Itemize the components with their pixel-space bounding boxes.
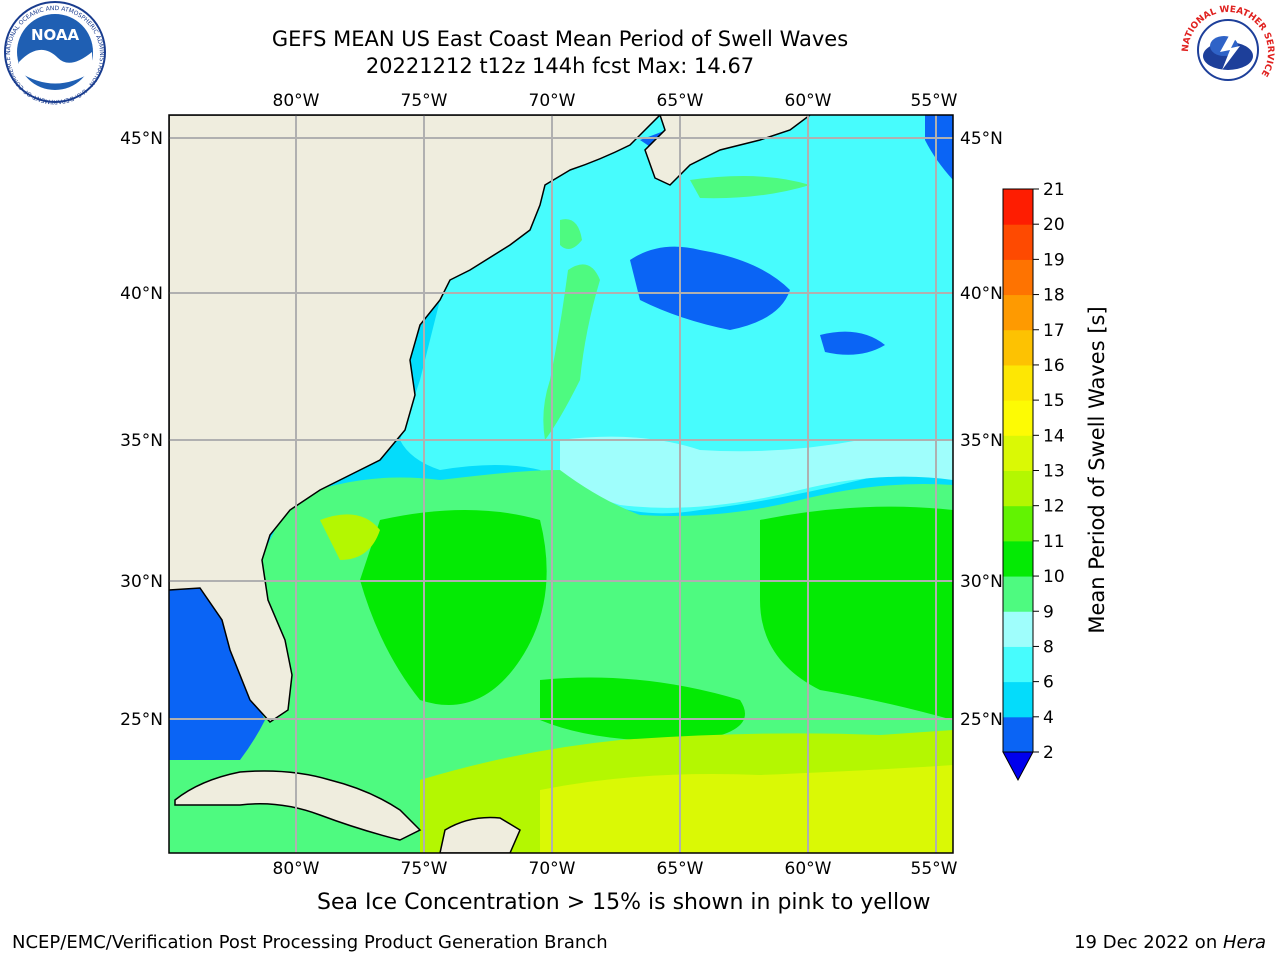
map-frame xyxy=(168,114,954,854)
lon-label-top: 55°W xyxy=(911,91,958,111)
lat-label-right: 40°N xyxy=(960,284,1003,304)
swell-patch-green-north xyxy=(560,219,582,249)
lon-label-top: 75°W xyxy=(401,91,448,111)
footer-credit: NCEP/EMC/Verification Post Processing Pr… xyxy=(12,932,608,953)
lon-label-bottom: 55°W xyxy=(911,859,958,879)
land-hispaniola xyxy=(439,816,521,853)
colorbar-segment xyxy=(1003,224,1033,260)
noaa-logo: NATIONAL OCEANIC AND ATMOSPHERIC ADMINIS… xyxy=(4,1,106,105)
colorbar-tick-label: 19 xyxy=(1043,250,1065,270)
land-mainland xyxy=(169,115,662,723)
lon-label-bottom: 65°W xyxy=(657,859,704,879)
colorbar-segment xyxy=(1003,329,1033,366)
colorbar-tick-label: 21 xyxy=(1043,180,1065,200)
lat-label-left: 35°N xyxy=(120,431,163,451)
colorbar-tick-label: 15 xyxy=(1043,391,1065,411)
colorbar-tick-label: 14 xyxy=(1043,426,1065,446)
swell-region-blue-north xyxy=(630,246,790,330)
colorbar-segment xyxy=(1003,681,1033,718)
swell-region-pale xyxy=(560,436,953,508)
colorbar-tick-label: 6 xyxy=(1043,673,1054,693)
colorbar-label: Mean Period of Swell Waves [s] xyxy=(1085,306,1109,633)
colorbar-segment xyxy=(1003,611,1033,647)
swell-patch-blue-east xyxy=(820,331,885,355)
colorbar-tick-label: 9 xyxy=(1043,602,1054,622)
lon-label-top: 65°W xyxy=(657,91,704,111)
colorbar-segment xyxy=(1003,400,1033,436)
footer-host: Hera xyxy=(1222,932,1266,953)
colorbar-segment xyxy=(1003,716,1033,753)
swell-region-yellow xyxy=(540,765,953,853)
colorbar-segment xyxy=(1003,576,1033,612)
colorbar-tick-label: 18 xyxy=(1043,286,1065,306)
colorbar-extend-arrow xyxy=(1002,751,1034,782)
lon-label-bottom: 60°W xyxy=(785,859,832,879)
colorbar: 2 4 6 8 9 10 11 12 13 14 15 16 17 18 19 20 21 xyxy=(1002,180,1065,782)
lat-label-left: 30°N xyxy=(120,572,163,592)
swell-patch-green-ne xyxy=(690,176,810,199)
colorbar-tick-label: 2 xyxy=(1043,743,1054,763)
colorbar-tick-label: 4 xyxy=(1043,708,1054,728)
colorbar-segment xyxy=(1003,364,1033,401)
swell-region-blue-gulf xyxy=(169,588,265,760)
colorbar-tick-label: 10 xyxy=(1043,567,1065,587)
lat-label-left: 25°N xyxy=(120,710,163,730)
noaa-logo-text: NOAA xyxy=(31,26,80,44)
lon-label-bottom: 80°W xyxy=(273,859,320,879)
colorbar-tick-label: 13 xyxy=(1043,462,1065,482)
nws-logo: NATIONAL WEATHER SERVICE xyxy=(1180,2,1276,98)
colorbar-tick-label: 11 xyxy=(1043,532,1065,552)
sea-ice-caption: Sea Ice Concentration > 15% is shown in … xyxy=(317,890,931,915)
lon-label-bottom: 75°W xyxy=(401,859,448,879)
colorbar-segment xyxy=(1003,294,1033,331)
colorbar-segment xyxy=(1003,259,1033,296)
map-graticule xyxy=(169,115,953,853)
lat-label-right: 45°N xyxy=(960,129,1003,149)
lat-label-left: 45°N xyxy=(120,129,163,149)
lon-label-top: 80°W xyxy=(273,91,320,111)
swell-patch-yellow-green-west xyxy=(320,514,380,560)
land-cuba xyxy=(174,770,422,841)
lat-label-left: 40°N xyxy=(120,284,163,304)
colorbar-tick-label: 12 xyxy=(1043,497,1065,517)
colorbar-tick-label: 20 xyxy=(1043,215,1065,235)
swell-region-dark-green-3 xyxy=(540,677,745,741)
colorbar-segment xyxy=(1003,505,1033,542)
swell-region-dark-green xyxy=(360,510,547,705)
lon-label-top: 60°W xyxy=(785,91,832,111)
swell-patch-blue-northeast xyxy=(925,115,953,180)
colorbar-segment xyxy=(1003,646,1033,683)
colorbar-tick-label: 16 xyxy=(1043,356,1065,376)
land-nova-scotia xyxy=(644,115,812,186)
lon-label-bottom: 70°W xyxy=(529,859,576,879)
forecast-map: 80°W 75°W 70°W 65°W 60°W 55°W 80°W 75°W … xyxy=(120,91,1109,879)
lat-label-right: 25°N xyxy=(960,710,1003,730)
colorbar-segment xyxy=(1003,189,1033,225)
colorbar-segment xyxy=(1003,435,1033,471)
gulf-stream-streak xyxy=(543,264,600,440)
footer-date-text: 19 Dec 2022 on xyxy=(1074,932,1223,953)
colorbar-segment xyxy=(1003,470,1033,507)
lat-label-right: 30°N xyxy=(960,572,1003,592)
colorbar-tick-label: 17 xyxy=(1043,321,1065,341)
colorbar-tick-label: 8 xyxy=(1043,637,1054,657)
colorbar-segment xyxy=(1003,540,1033,577)
lon-label-top: 70°W xyxy=(529,91,576,111)
chart-title: GEFS MEAN US East Coast Mean Period of S… xyxy=(271,27,849,51)
footer-date: 19 Dec 2022 on Hera xyxy=(1074,932,1266,953)
lat-label-right: 35°N xyxy=(960,431,1003,451)
chart-subtitle: 20221212 t12z 144h fcst Max: 14.67 xyxy=(365,54,755,78)
